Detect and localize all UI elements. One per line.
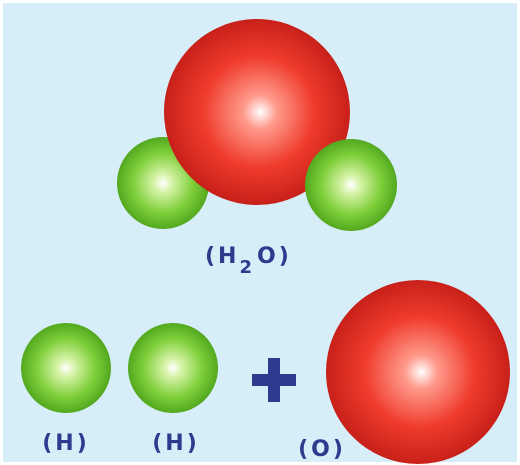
hydrogen-atom xyxy=(128,323,218,413)
label-subscript: 2 xyxy=(239,257,255,278)
oxygen-atom xyxy=(164,19,350,205)
label-open: (H xyxy=(205,244,239,269)
atom-label: (H) xyxy=(42,431,90,456)
atom-label: (O) xyxy=(298,437,346,462)
hydrogen-atom xyxy=(21,323,111,413)
plus-sign xyxy=(252,358,296,402)
molecule-label: (H2O) xyxy=(205,244,292,278)
label-close: O) xyxy=(257,244,292,269)
atom-label: (H) xyxy=(152,431,200,456)
oxygen-atom xyxy=(326,280,510,464)
hydrogen-atom xyxy=(305,139,397,231)
